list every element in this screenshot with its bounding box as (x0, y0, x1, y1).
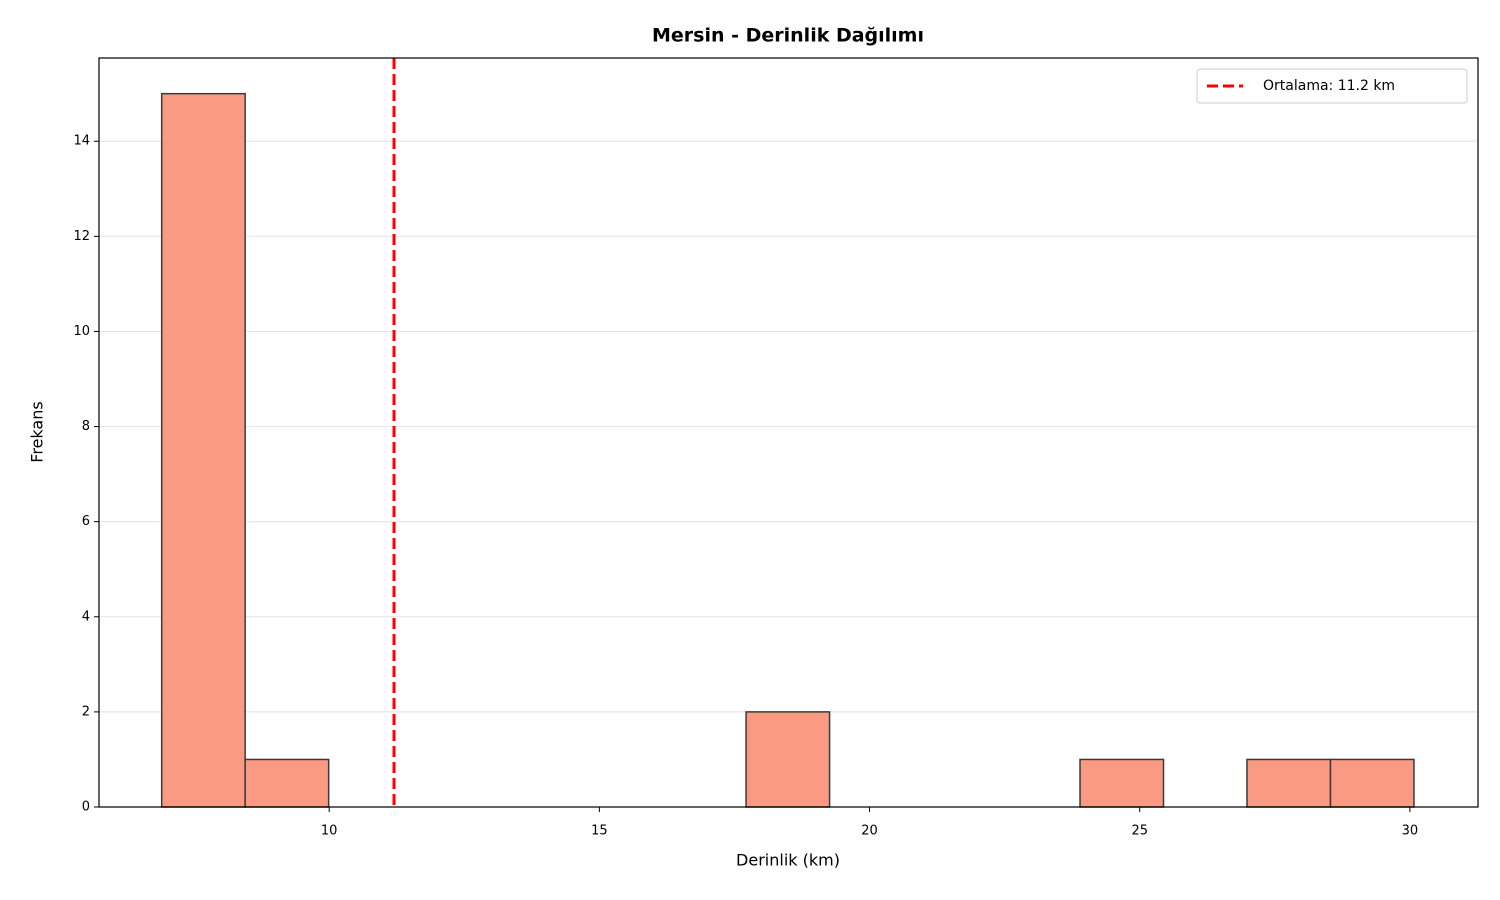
chart-title: Mersin - Derinlik Dağılımı (652, 25, 924, 47)
y-axis-label: Frekans (28, 401, 47, 462)
bar (745, 711, 831, 808)
bar (1079, 758, 1165, 808)
y-tick-label: 8 (82, 419, 90, 434)
x-tick-label: 25 (1131, 824, 1148, 839)
x-tick-label: 20 (861, 824, 878, 839)
plot-frame (98, 57, 1479, 808)
y-tick-label: 0 (82, 800, 90, 815)
bar (1329, 758, 1415, 808)
x-axis-label: Derinlik (km) (736, 851, 840, 870)
x-tick-label: 10 (321, 824, 338, 839)
y-tick-label: 6 (82, 514, 90, 529)
legend-label: Ortalama: 11.2 km (1263, 78, 1395, 94)
y-tick-label: 12 (73, 229, 90, 244)
y-tick-label: 4 (82, 609, 90, 624)
y-tick-label: 2 (82, 704, 90, 719)
legend-box (1196, 68, 1468, 104)
y-tick-label: 10 (73, 324, 90, 339)
bar (244, 758, 330, 808)
bar (1246, 758, 1332, 808)
x-tick-label: 30 (1402, 824, 1419, 839)
y-tick-label: 14 (73, 134, 90, 149)
bar (160, 92, 246, 808)
x-tick-label: 15 (591, 824, 608, 839)
